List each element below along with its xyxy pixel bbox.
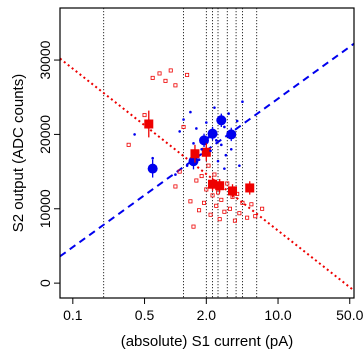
blue-mean-point [216, 115, 227, 126]
small-red-point [225, 181, 230, 186]
small-blue-point [220, 143, 223, 147]
small-blue-point [232, 134, 236, 138]
small-blue-point [223, 125, 226, 129]
small-red-point [194, 178, 199, 183]
x-tick-label: 0.5 [135, 307, 155, 323]
red-mean-point [228, 186, 238, 196]
small-red-point [240, 200, 245, 205]
small-red-point [173, 184, 178, 189]
small-red-point [157, 71, 162, 76]
x-tick-label: 2.0 [197, 307, 217, 323]
small-red-point [212, 172, 217, 177]
small-blue-point [211, 128, 214, 132]
vertical-reference-lines [103, 8, 258, 298]
red-mean-point [201, 147, 211, 157]
x-tick-label: 50.0 [336, 307, 363, 323]
small-blue-point [174, 173, 177, 176]
x-tick-label: 10.0 [264, 307, 291, 323]
small-red-point [191, 224, 196, 229]
small-red-point [188, 199, 193, 204]
small-red-point [217, 217, 222, 222]
small-blue-point [227, 112, 230, 115]
y-axis-title: S2 output (ADC counts) [10, 74, 27, 232]
small-blue-point [133, 133, 136, 136]
small-red-point [199, 174, 204, 179]
small-blue-point [200, 147, 203, 151]
small-blue-point [241, 100, 244, 103]
small-red-point [197, 208, 202, 213]
small-blue-point [189, 110, 192, 114]
red-mean-point [245, 183, 255, 193]
small-red-point [214, 203, 219, 208]
x-axis: 0.1 0.5 2.0 10.0 50.0 [63, 298, 363, 323]
red-fit-line [60, 57, 354, 292]
small-blue-point [192, 142, 195, 145]
small-red-point [249, 202, 254, 207]
red-mean-point [190, 149, 200, 159]
small-blue-point [151, 156, 154, 160]
small-red-point [237, 211, 242, 216]
data-points [126, 68, 265, 229]
small-blue-point [197, 158, 201, 161]
red-mean-point [215, 181, 225, 191]
small-blue-point [195, 127, 198, 130]
small-blue-point [185, 164, 189, 167]
small-red-point [235, 191, 240, 196]
small-blue-point [223, 167, 226, 170]
small-red-point [253, 214, 258, 219]
red-mean-point [144, 119, 154, 129]
small-blue-point [178, 130, 181, 133]
small-blue-point [205, 121, 208, 124]
small-red-point [222, 209, 227, 214]
small-blue-point [235, 119, 239, 123]
small-red-point [227, 206, 232, 211]
plot-frame [59, 7, 355, 299]
y-axis: 0 10000 20000 30000 [37, 40, 60, 287]
small-red-point [163, 78, 168, 83]
small-red-point [260, 206, 265, 211]
y-tick-label: 20000 [37, 115, 53, 154]
small-blue-point [213, 106, 216, 109]
small-red-point [210, 193, 215, 198]
small-red-point [177, 169, 182, 174]
blue-mean-point [226, 129, 237, 140]
small-red-point [230, 194, 235, 199]
x-tick-label: 0.1 [63, 307, 83, 323]
red-mean-point [208, 179, 218, 189]
blue-mean-point [207, 128, 218, 139]
small-blue-point [224, 153, 228, 157]
small-red-point [168, 68, 173, 73]
small-red-point [142, 113, 147, 118]
small-red-point [232, 218, 237, 223]
small-red-point [126, 142, 131, 147]
small-red-point [173, 83, 178, 88]
blue-mean-point [188, 156, 199, 167]
small-red-point [208, 212, 213, 217]
y-tick-label: 30000 [37, 40, 53, 79]
small-blue-point [238, 164, 241, 167]
small-red-point [202, 200, 207, 205]
y-tick-label: 0 [37, 279, 53, 287]
small-red-point [150, 75, 155, 80]
small-blue-point [214, 139, 218, 142]
small-blue-point [209, 149, 212, 153]
small-blue-point [229, 147, 233, 151]
small-red-point [206, 163, 211, 168]
small-red-point [181, 124, 186, 129]
small-blue-point [182, 118, 185, 121]
small-red-point [216, 190, 221, 195]
x-axis-title: (absolute) S1 current (pA) [121, 333, 294, 350]
small-red-point [185, 72, 190, 77]
small-blue-point [216, 159, 220, 163]
blue-mean-point [147, 163, 158, 174]
small-red-point [245, 215, 250, 220]
small-red-point [219, 197, 224, 202]
y-tick-label: 10000 [37, 189, 53, 228]
small-red-point [204, 187, 209, 192]
blue-mean-point [199, 135, 210, 146]
small-blue-point [207, 136, 210, 139]
